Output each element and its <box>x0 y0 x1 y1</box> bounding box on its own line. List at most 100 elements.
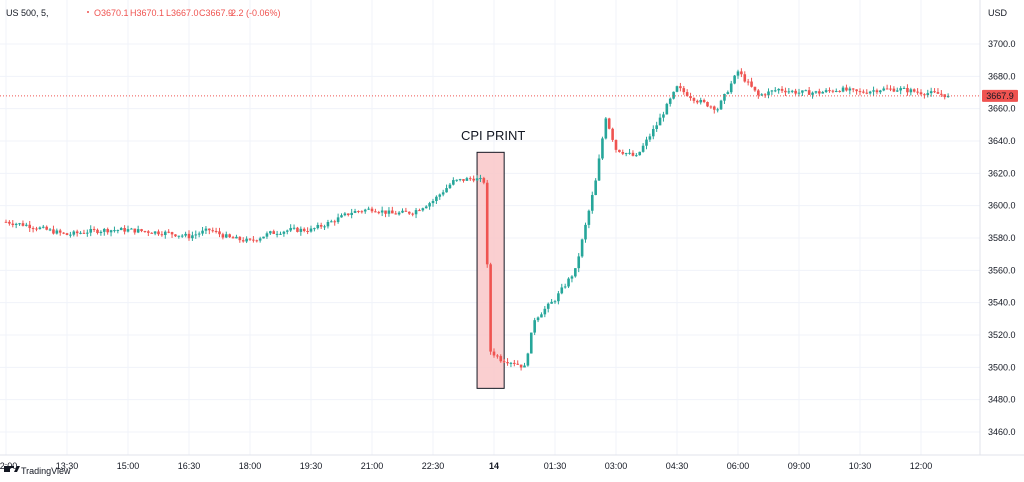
candle-body[interactable] <box>940 93 943 95</box>
candle-body[interactable] <box>8 221 11 224</box>
candle-body[interactable] <box>360 211 364 213</box>
candle-body[interactable] <box>401 210 404 213</box>
candle-body[interactable] <box>58 230 62 233</box>
candle-body[interactable] <box>116 230 120 232</box>
candle-body[interactable] <box>177 235 181 237</box>
candle-body[interactable] <box>357 211 360 213</box>
candle-body[interactable] <box>55 230 59 234</box>
candle-body[interactable] <box>726 92 730 94</box>
candle-body[interactable] <box>21 223 25 226</box>
candle-body[interactable] <box>855 89 858 92</box>
candle-body[interactable] <box>130 228 133 230</box>
candle-body[interactable] <box>909 89 913 93</box>
candle-body[interactable] <box>533 320 536 333</box>
candle-body[interactable] <box>89 228 93 233</box>
candle-body[interactable] <box>191 235 194 239</box>
candle-body[interactable] <box>441 192 445 195</box>
candle-body[interactable] <box>218 231 221 235</box>
candle-body[interactable] <box>407 211 411 214</box>
candle-body[interactable] <box>557 293 560 302</box>
candle-body[interactable] <box>147 231 150 233</box>
candle-body[interactable] <box>241 240 245 242</box>
candle-body[interactable] <box>258 238 262 241</box>
candle-body[interactable] <box>414 210 418 215</box>
candle-body[interactable] <box>696 100 699 103</box>
candle-body[interactable] <box>333 221 337 223</box>
candle-body[interactable] <box>831 90 835 92</box>
candle-body[interactable] <box>529 332 533 354</box>
candle-body[interactable] <box>811 92 814 95</box>
candle-body[interactable] <box>712 106 716 110</box>
candle-body[interactable] <box>174 234 177 237</box>
candle-body[interactable] <box>214 230 218 232</box>
candle-body[interactable] <box>658 117 662 126</box>
candle-body[interactable] <box>157 231 160 235</box>
candle-body[interactable] <box>411 213 414 215</box>
candle-body[interactable] <box>580 239 584 257</box>
candle-body[interactable] <box>648 136 652 140</box>
candle-body[interactable] <box>553 301 557 303</box>
candle-body[interactable] <box>75 231 79 234</box>
candle-body[interactable] <box>18 223 21 225</box>
candle-body[interactable] <box>163 231 167 235</box>
candle-body[interactable] <box>197 233 201 235</box>
candle-body[interactable] <box>706 101 709 107</box>
candle-body[interactable] <box>326 222 330 227</box>
candle-body[interactable] <box>746 81 750 83</box>
candle-body[interactable] <box>262 236 265 239</box>
candle-body[interactable] <box>319 224 323 227</box>
candle-body[interactable] <box>912 89 916 92</box>
candle-body[interactable] <box>184 233 187 236</box>
candle-body[interactable] <box>899 88 902 91</box>
candle-body[interactable] <box>479 178 482 180</box>
candle-body[interactable] <box>143 231 147 233</box>
candle-body[interactable] <box>543 308 547 315</box>
candle-body[interactable] <box>465 178 469 181</box>
candle-body[interactable] <box>279 233 282 235</box>
candle-body[interactable] <box>773 90 777 92</box>
candle-body[interactable] <box>418 210 421 212</box>
candle-body[interactable] <box>370 208 374 212</box>
candle-body[interactable] <box>485 182 489 265</box>
candle-body[interactable] <box>723 93 726 101</box>
candle-body[interactable] <box>299 228 303 232</box>
candle-body[interactable] <box>895 90 899 92</box>
candle-body[interactable] <box>340 215 343 218</box>
candle-body[interactable] <box>607 118 611 129</box>
candle-body[interactable] <box>906 87 909 93</box>
candle-body[interactable] <box>526 353 530 366</box>
candle-body[interactable] <box>153 231 157 234</box>
candle-body[interactable] <box>289 228 292 231</box>
candle-body[interactable] <box>885 88 889 90</box>
candle-body[interactable] <box>265 233 269 237</box>
candle-body[interactable] <box>702 99 706 102</box>
candle-body[interactable] <box>767 91 770 96</box>
candle-body[interactable] <box>675 86 679 92</box>
candle-body[interactable] <box>52 229 55 234</box>
candle-body[interactable] <box>872 90 875 92</box>
candle-body[interactable] <box>784 90 787 93</box>
candle-body[interactable] <box>248 238 252 240</box>
candle-body[interactable] <box>641 145 645 152</box>
candle-body[interactable] <box>929 91 933 94</box>
candle-body[interactable] <box>563 286 567 288</box>
candle-body[interactable] <box>502 361 506 363</box>
candle-body[interactable] <box>269 231 272 234</box>
candle-body[interactable] <box>167 231 170 233</box>
candle-body[interactable] <box>635 155 638 157</box>
candle-body[interactable] <box>119 227 123 231</box>
candle-body[interactable] <box>65 233 69 236</box>
candle-body[interactable] <box>577 256 581 269</box>
candle-body[interactable] <box>231 237 235 239</box>
candle-body[interactable] <box>716 109 719 111</box>
candle-body[interactable] <box>733 75 736 84</box>
candle-body[interactable] <box>106 229 109 233</box>
candle-body[interactable] <box>780 88 784 91</box>
candle-body[interactable] <box>936 92 940 94</box>
candle-body[interactable] <box>391 210 394 214</box>
candle-body[interactable] <box>346 213 350 215</box>
symbol-label[interactable]: US 500, 5, <box>6 8 49 18</box>
candle-body[interactable] <box>919 92 923 95</box>
candle-body[interactable] <box>92 228 96 230</box>
candle-body[interactable] <box>662 114 665 118</box>
